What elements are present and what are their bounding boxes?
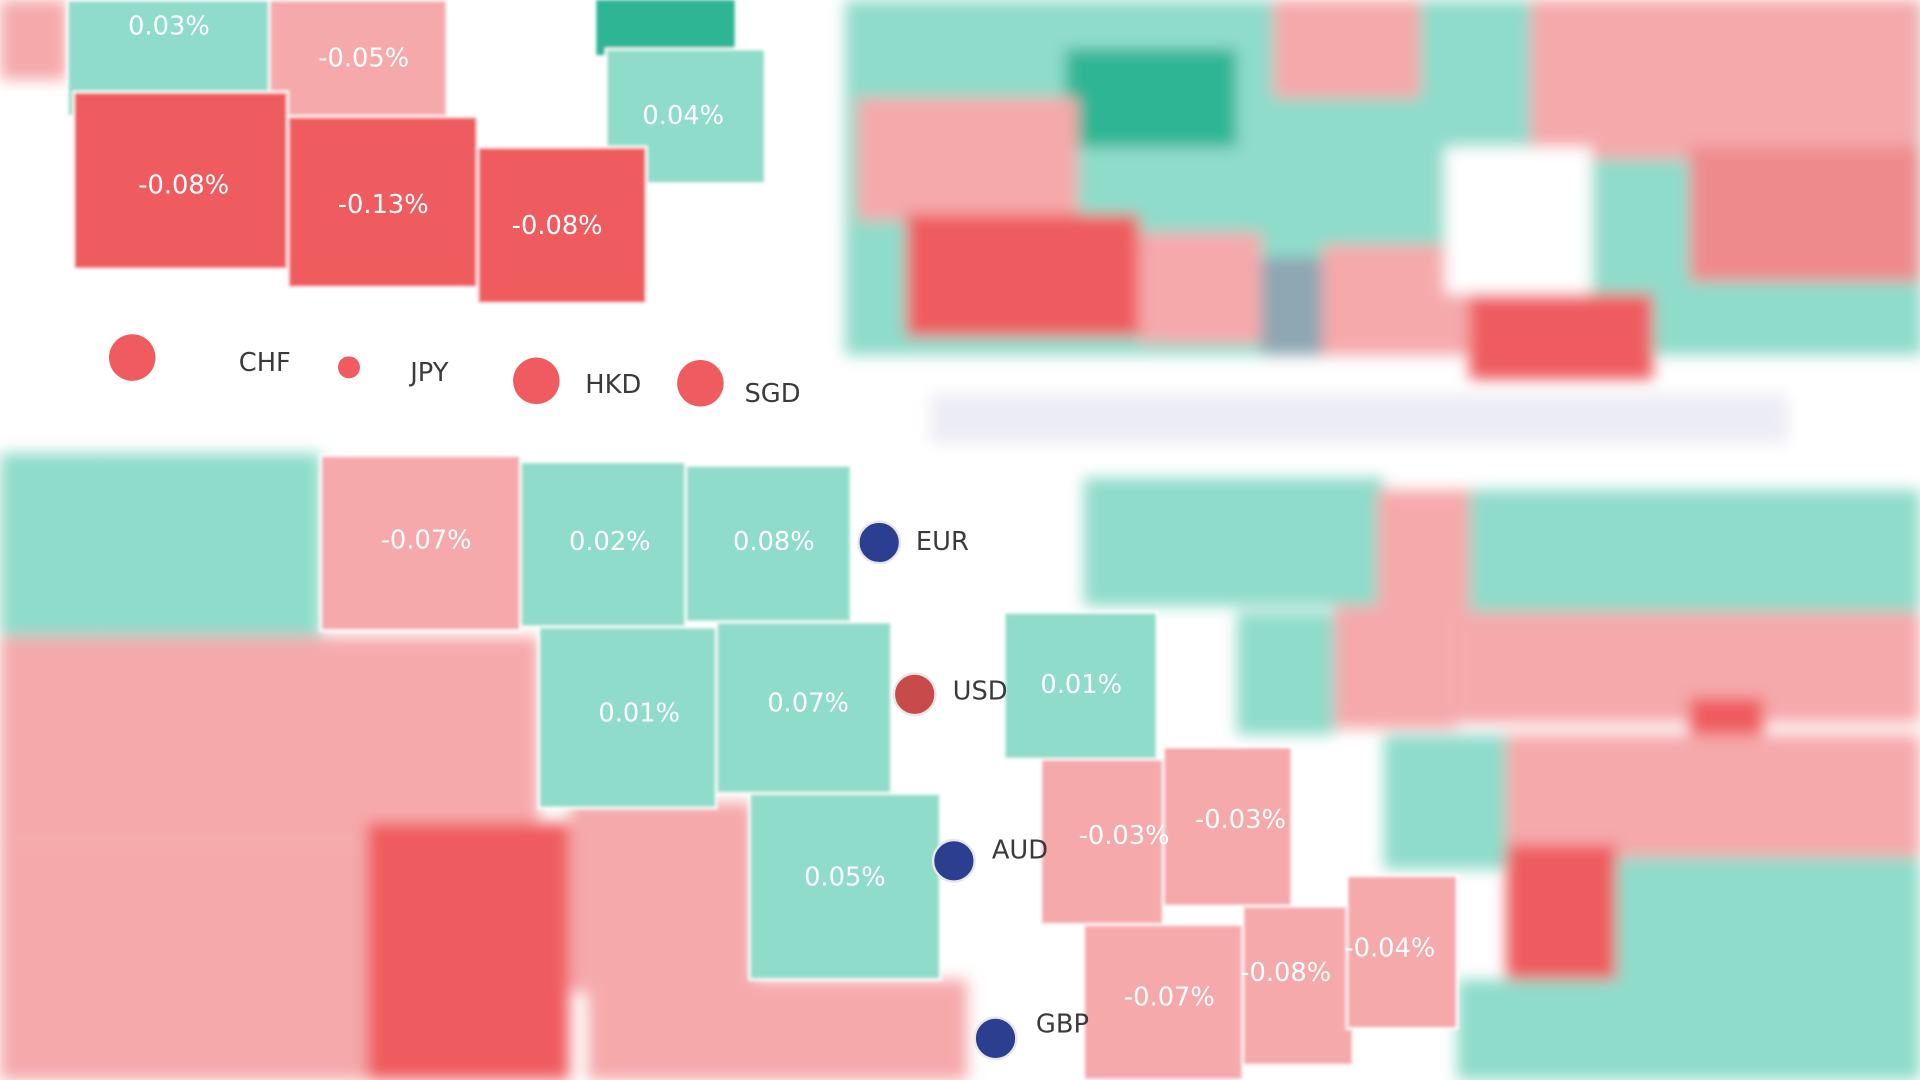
heatmap-cell bbox=[268, 0, 449, 124]
heatmap-cell bbox=[476, 145, 648, 305]
heatmap-cell bbox=[319, 454, 522, 632]
heatmap-cell bbox=[537, 625, 718, 810]
heatmap-cell bbox=[519, 460, 687, 629]
cell-value: -0.08% bbox=[138, 171, 229, 201]
cell-value: 0.04% bbox=[642, 101, 724, 131]
currency-label: HKD bbox=[585, 370, 641, 400]
heatmap-cell bbox=[286, 115, 479, 289]
cell-value: 0.03% bbox=[128, 11, 210, 41]
currency-flag bbox=[857, 520, 902, 565]
heatmap-cell bbox=[715, 620, 893, 795]
heatmap-cell bbox=[1039, 757, 1165, 926]
heatmap-cell bbox=[684, 464, 853, 624]
currency-label: EUR bbox=[916, 527, 969, 557]
dark-cell bbox=[596, 0, 735, 56]
heatmap-cell bbox=[748, 792, 942, 981]
cell-value: 0.05% bbox=[804, 862, 886, 892]
currency-label: CHF bbox=[239, 348, 291, 378]
currency-label: JPY bbox=[408, 358, 449, 388]
currency-flag bbox=[108, 334, 156, 381]
heatmap-cell bbox=[1082, 923, 1245, 1080]
cell-value: -0.03% bbox=[1079, 821, 1170, 851]
heatmap-cell bbox=[72, 90, 289, 271]
currency-flag bbox=[973, 1016, 1018, 1061]
currency-flag bbox=[337, 356, 360, 379]
cell-value: 0.07% bbox=[767, 689, 849, 719]
currency-label: AUD bbox=[992, 836, 1048, 866]
currency-flag bbox=[513, 357, 560, 405]
currency-label: SGD bbox=[744, 379, 800, 409]
cell-value: 0.02% bbox=[569, 527, 651, 557]
cell-value: -0.08% bbox=[512, 211, 603, 241]
cell-value: -0.07% bbox=[1124, 982, 1215, 1012]
currency-flag bbox=[931, 838, 976, 883]
heatmap-cell bbox=[1002, 611, 1159, 761]
cell-value: -0.05% bbox=[318, 43, 409, 73]
heatmap-cell bbox=[1241, 904, 1355, 1067]
heatmap-cell bbox=[1162, 745, 1294, 908]
cell-value: 0.01% bbox=[598, 698, 680, 728]
cell-value: -0.03% bbox=[1195, 805, 1286, 835]
heatmap-cells bbox=[66, 0, 1459, 1080]
cell-value: -0.08% bbox=[1240, 958, 1331, 988]
labels: 0.03% -0.05% 0.04% -0.08% -0.13% -0.08% -0.07%… bbox=[108, 11, 1435, 1061]
cell-value: -0.04% bbox=[1344, 933, 1435, 963]
currency-label: USD bbox=[953, 676, 1008, 706]
currency-label: GBP bbox=[1036, 1009, 1089, 1039]
cell-value: -0.13% bbox=[338, 190, 429, 220]
cell-value: 0.08% bbox=[733, 527, 815, 557]
cell-value: -0.07% bbox=[381, 526, 472, 556]
currency-flag bbox=[892, 672, 937, 717]
currency-flag bbox=[677, 360, 724, 407]
heatmap-cell bbox=[1345, 874, 1459, 1030]
cell-value: 0.01% bbox=[1040, 670, 1122, 700]
